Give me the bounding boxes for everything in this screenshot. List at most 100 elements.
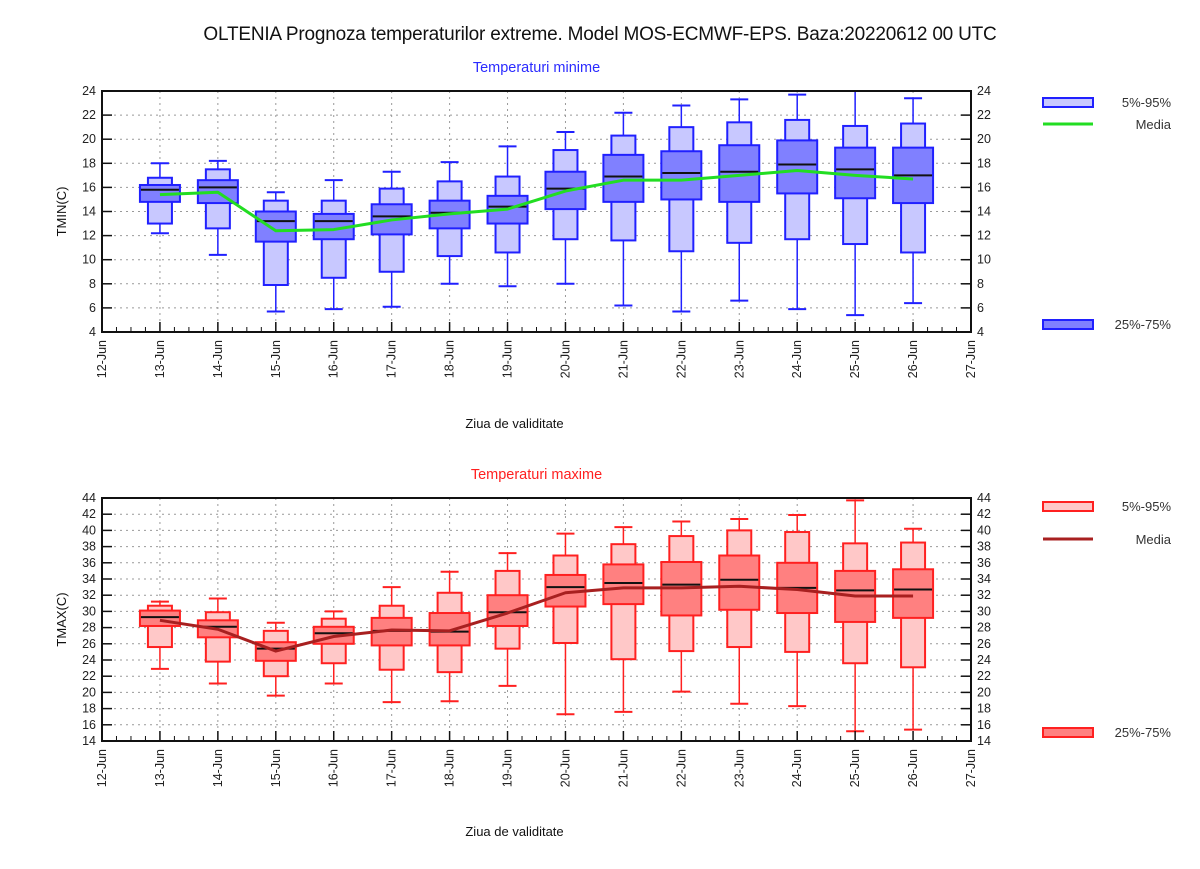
x-tick-label: 26-Jun: [906, 340, 920, 378]
grid: [102, 91, 971, 332]
box-25-75: [602, 563, 645, 606]
box-21-Jun: [602, 526, 645, 713]
y-tick-label-right: 34: [977, 572, 991, 586]
y-tick-label-right: 10: [977, 253, 991, 267]
x-tick-label: 25-Jun: [848, 340, 862, 378]
chart-subtitle: Temperaturi maxime: [471, 467, 602, 483]
box-23-Jun: [718, 98, 761, 302]
y-tick-label-left: 12: [82, 229, 96, 243]
x-tick-label: 18-Jun: [443, 749, 457, 787]
tmin-chart: Temperaturi minime 4 4 6 6 8 8 10 10 12 12 14 14 16 16…: [54, 60, 1172, 431]
x-tick-label: 20-Jun: [558, 340, 572, 378]
box-24-Jun: [776, 93, 819, 311]
x-tick-label: 17-Jun: [385, 340, 399, 378]
y-tick-label-left: 6: [89, 301, 96, 315]
y-tick-label-left: 20: [82, 685, 96, 699]
y-tick-label-right: 18: [977, 702, 991, 716]
y-tick-label-left: 8: [89, 277, 96, 291]
box-18-Jun: [428, 161, 471, 285]
x-axis-title: Ziua de validitate: [465, 416, 563, 431]
box-19-Jun: [486, 552, 529, 687]
box-24-Jun: [776, 514, 819, 708]
tmax-chart: Temperaturi maxime 14 14 16 16 18 18 20 20 22 22 24…: [54, 467, 1172, 839]
y-tick-label-right: 38: [977, 540, 991, 554]
y-tick-label-right: 18: [977, 156, 991, 170]
y-tick-label-left: 18: [82, 156, 96, 170]
box-23-Jun: [718, 518, 761, 705]
y-tick-label-right: 26: [977, 637, 991, 651]
x-axis-title: Ziua de validitate: [465, 824, 563, 839]
x-tick-label: 20-Jun: [558, 749, 572, 787]
y-tick-label-left: 30: [82, 604, 96, 618]
y-tick-label-left: 16: [82, 718, 96, 732]
box-26-Jun: [892, 527, 935, 731]
legend-swatch-25-75: [1042, 727, 1094, 738]
box-25-75: [892, 568, 935, 619]
y-tick-label-left: 42: [82, 507, 96, 521]
y-tick-label-left: 4: [89, 325, 96, 339]
x-tick-label: 24-Jun: [790, 340, 804, 378]
legend-label-25-75: 25%-75%: [1115, 725, 1172, 740]
box-22-Jun: [660, 104, 703, 313]
x-tick-label: 26-Jun: [906, 749, 920, 787]
box-25-75: [660, 150, 703, 201]
box-25-Jun: [834, 90, 877, 317]
y-tick-label-left: 20: [82, 132, 96, 146]
box-26-Jun: [892, 97, 935, 305]
y-tick-label-right: 6: [977, 301, 984, 315]
y-tick-label-right: 30: [977, 604, 991, 618]
x-tick-label: 24-Jun: [790, 749, 804, 787]
box-25-75: [602, 153, 645, 203]
y-tick-label-right: 36: [977, 556, 991, 570]
mean-line: [159, 169, 914, 233]
x-tick-label: 23-Jun: [732, 340, 746, 378]
y-tick-label-left: 14: [82, 734, 96, 748]
legend-label-mean: Media: [1136, 532, 1172, 547]
box-21-Jun: [602, 111, 645, 307]
x-tick-label: 23-Jun: [732, 749, 746, 787]
y-tick-label-right: 22: [977, 669, 991, 683]
y-tick-label-left: 34: [82, 572, 96, 586]
box-14-Jun: [196, 159, 239, 256]
y-tick-label-right: 20: [977, 685, 991, 699]
legend-swatch-25-75: [1042, 319, 1094, 330]
box-25-Jun: [834, 499, 877, 733]
x-tick-label: 16-Jun: [327, 749, 341, 787]
box-22-Jun: [660, 520, 703, 693]
box-25-75: [718, 554, 761, 611]
x-tick-label: 27-Jun: [964, 340, 978, 378]
y-tick-label-right: 44: [977, 491, 991, 505]
box-14-Jun: [196, 597, 239, 685]
x-tick-label: 14-Jun: [211, 340, 225, 378]
y-tick-label-left: 40: [82, 523, 96, 537]
y-tick-label-left: 24: [82, 653, 96, 667]
y-axis-title: TMIN(C): [54, 187, 69, 237]
y-tick-label-right: 20: [977, 132, 991, 146]
box-20-Jun: [544, 130, 587, 285]
box-20-Jun: [544, 532, 587, 716]
x-tick-label: 25-Jun: [848, 749, 862, 787]
y-tick-label-left: 16: [82, 180, 96, 194]
y-tick-label-right: 16: [977, 180, 991, 194]
x-tick-label: 22-Jun: [674, 340, 688, 378]
chart-subtitle: Temperaturi minime: [473, 60, 600, 76]
y-tick-label-left: 32: [82, 588, 96, 602]
y-tick-label-left: 10: [82, 253, 96, 267]
x-tick-label: 12-Jun: [95, 340, 109, 378]
x-tick-label: 13-Jun: [153, 340, 167, 378]
legend-swatch-5-95: [1042, 97, 1094, 108]
box-13-Jun: [138, 162, 181, 235]
x-tick-label: 14-Jun: [211, 749, 225, 787]
x-tick-label: 19-Jun: [501, 340, 515, 378]
mean-line: [159, 584, 914, 653]
box-25-75: [776, 139, 819, 195]
legend-label-mean: Media: [1136, 117, 1172, 132]
y-axis-title: TMAX(C): [54, 592, 69, 646]
x-tick-label: 15-Jun: [269, 749, 283, 787]
box-16-Jun: [312, 179, 355, 311]
y-tick-label-right: 24: [977, 84, 991, 98]
x-tick-label: 13-Jun: [153, 749, 167, 787]
x-tick-label: 18-Jun: [443, 340, 457, 378]
box-15-Jun: [254, 191, 297, 313]
